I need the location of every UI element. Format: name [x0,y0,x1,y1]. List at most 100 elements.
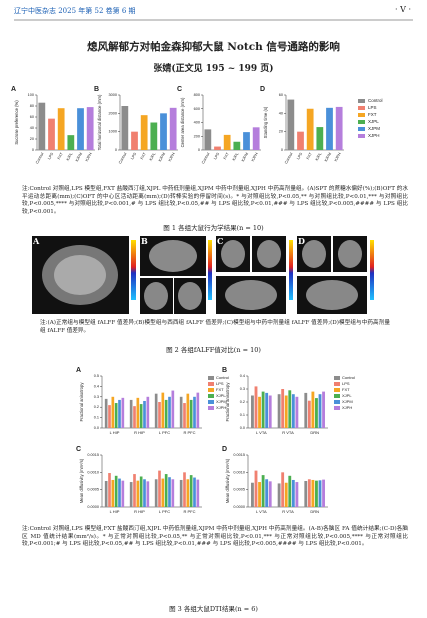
x-tick-label: FXT [306,151,313,160]
legend-label: LPS [342,381,350,386]
bar [311,391,315,428]
bar [254,386,258,428]
bar [140,115,148,150]
y-tick-label: 0.4 [94,384,99,388]
y-tick-label: 0 [32,148,34,152]
x-tick-label: Control [284,152,294,165]
x-tick-label: R PFC [184,509,196,514]
legend-label: XJPM [368,126,380,131]
y-tick-label: 1000 [109,130,117,134]
x-tick-label: FXT [223,151,230,160]
y-tick-label: 0.0000 [233,505,245,509]
bar [295,396,299,428]
y-tick-label: 0.0005 [233,488,245,492]
y-tick-label: 40 [30,126,34,130]
panel-label: C [217,236,224,246]
legend-label: LPS [216,381,224,386]
legend-swatch [208,388,214,392]
bar [304,392,308,428]
x-tick-label: LPS [296,152,303,161]
y-tick-label: 0.4 [240,374,245,378]
panel-label: C [76,446,81,453]
bar [121,106,129,150]
legend-label: FXT [216,387,224,392]
figure2-images [32,236,374,314]
y-tick-label: 0.1 [94,416,99,420]
legend-swatch [208,400,214,404]
page-number: · V · [395,5,411,14]
bar [111,479,115,507]
panel-label: B [222,367,227,374]
bar [315,480,318,507]
bar [268,481,272,507]
bar [318,394,322,428]
legend-swatch [358,113,365,117]
bar [295,482,299,507]
bar [104,398,108,428]
bar [133,474,136,507]
y-tick-label: 3000 [109,93,117,97]
bar [111,396,115,428]
y-tick-label: 0 [115,148,117,152]
bar [311,479,315,507]
bar [193,477,196,507]
x-tick-label: XJPL [66,152,74,162]
y-tick-label: 60 [30,115,34,119]
y-tick-label: 0 [281,148,283,152]
bar [150,122,158,150]
y-tick-label: 200 [194,134,200,138]
bar [335,106,343,150]
y-axis-label: Mean diffusivity (mm²/s) [225,458,230,503]
x-tick-label: Control [201,152,211,165]
bar [223,134,231,150]
x-tick-label: L VTA [256,509,267,514]
legend-swatch [208,394,214,398]
x-tick-label: FXT [140,151,147,160]
legend-swatch [334,400,340,404]
legend-swatch [358,106,365,110]
x-tick-label: XJPH [168,152,176,163]
figure2-caption: 图 2 各组fALFF值对比(n = 10) [166,346,261,354]
bar [265,479,269,507]
bar [136,480,140,507]
x-tick-label: DRN [310,430,319,435]
y-tick-label: 800 [194,93,200,97]
figure2-note: 注:(A)正常组与模型组 fALFF 值差异;(B)模型组与西西组 fALFF … [40,320,390,334]
bar [186,479,190,507]
figure1-note: 注:Control 对照组,LPS 模型组,FXT 盐酸西汀组,XJPL 中药低… [22,186,408,215]
bar [258,482,261,507]
legend-swatch [334,376,340,380]
bar [322,479,325,507]
y-tick-label: 0.3 [240,387,245,391]
bar [139,476,143,507]
bar [129,482,133,507]
bar [307,400,311,428]
bar [183,403,186,428]
bar [86,107,94,150]
legend-label: XJPM [342,399,353,404]
bar [179,479,183,507]
bar [146,481,150,507]
x-tick-label: L HIP [110,430,120,435]
y-tick-label: 100 [28,93,34,97]
bar [261,391,265,428]
y-tick-label: 0.0010 [233,470,245,474]
panel-label: D [222,446,227,453]
bar [307,479,311,507]
panel-label: B [141,236,148,246]
bar [146,396,150,428]
y-tick-label: 2000 [109,111,117,115]
legend-label: XJPH [342,405,352,410]
legend-swatch [208,376,214,380]
bar [258,396,261,428]
bar [48,118,55,150]
legend-swatch [358,127,365,131]
x-tick-label: L PFC [159,430,170,435]
bar [136,397,140,428]
x-tick-label: R HIP [134,509,145,514]
bar [252,127,260,150]
figure1-caption: 图 1 各组大鼠行为学结果(n = 10) [163,224,264,232]
bar [288,475,292,507]
bar [38,102,46,150]
